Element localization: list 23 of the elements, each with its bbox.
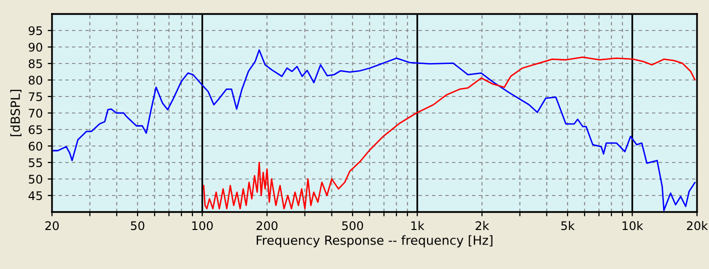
y-tick-label: 95 [28,26,42,36]
y-tick-label: 60 [28,142,42,151]
y-tick-label: 70 [28,108,42,118]
x-tick-label: 5k [561,221,575,230]
x-tick-label: 200 [256,221,278,230]
x-tick-label: 100 [192,221,213,230]
y-tick-label: 50 [28,174,42,184]
x-tick-label: 20 [45,221,59,230]
x-axis-title: Frequency Response -- frequency [Hz] [256,235,492,248]
y-tick-label: 75 [28,92,42,102]
y-tick-label: 90 [28,42,42,52]
x-tick-label: 20k [686,221,708,230]
y-tick-label: 45 [28,191,42,200]
y-tick-label: 65 [28,125,42,134]
x-tick-label: 10k [622,221,644,230]
x-tick-label: 50 [130,221,144,230]
y-tick-label: 55 [28,158,42,168]
x-tick-label: 500 [342,221,364,230]
y-axis-title: [dBSPL] [10,90,22,136]
y-tick-label: 80 [28,76,42,85]
x-tick-label: 2k [476,221,490,230]
x-tick-label: 1k [411,221,424,230]
y-tick-label: 85 [28,59,42,68]
